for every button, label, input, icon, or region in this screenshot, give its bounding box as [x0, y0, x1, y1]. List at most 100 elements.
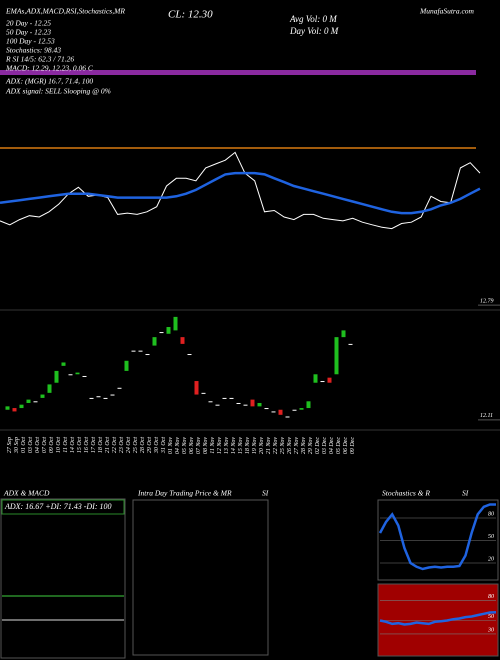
candle [194, 381, 199, 395]
candle [201, 392, 206, 394]
panel-title: Intra Day Trading Price & MR [137, 489, 232, 498]
header-line: MACD: 12.29, 12.23, 0.06 C [5, 64, 94, 73]
x-tick-label: 21 Nov [266, 437, 272, 455]
x-tick-label: 28 Nov [301, 437, 307, 455]
day-vol: Day Vol: 0 M [289, 26, 339, 36]
x-tick-label: 04 Oct [34, 437, 41, 453]
candle [271, 411, 276, 413]
candle [152, 337, 157, 346]
x-tick-label: 20 Nov [259, 437, 265, 455]
candle [47, 384, 52, 393]
candle [243, 404, 248, 406]
x-tick-label: 17 Oct [91, 437, 97, 453]
candle [131, 350, 136, 352]
panel-title: SI [462, 489, 469, 498]
avg-vol: Avg Vol: 0 M [289, 14, 337, 24]
candle [327, 377, 332, 383]
candle [306, 401, 311, 409]
candle [236, 402, 241, 404]
x-tick-label: 13 Nov [224, 437, 230, 455]
header-line: 20 Day - 12.25 [6, 19, 51, 28]
candle [208, 401, 213, 403]
candle [96, 396, 101, 398]
candle [159, 332, 164, 334]
x-tick-label: 05 Nov [182, 437, 188, 455]
x-tick-label: 06 Dec [343, 437, 349, 454]
y-tick-label: 30 [487, 627, 494, 633]
candle [40, 394, 45, 398]
x-tick-label: 15 Oct [77, 437, 83, 453]
x-tick-label: 23 Oct [119, 437, 125, 453]
x-tick-label: 19 Nov [252, 437, 258, 455]
adx-signal: ADX signal: SELL Slooping @ 0% [5, 87, 111, 96]
candle [145, 354, 150, 356]
y-tick-label: 20 [488, 556, 494, 562]
x-tick-label: 14 Nov [230, 437, 237, 455]
candle [250, 399, 255, 407]
x-tick-label: 01 Nov [168, 437, 174, 455]
header-line: Stochastics: 98.43 [6, 46, 61, 55]
candle [33, 401, 38, 403]
adx-box [1, 499, 125, 515]
y-tick-label: 50 [488, 534, 494, 540]
candle [82, 375, 87, 377]
x-tick-label: 03 Oct [28, 437, 34, 453]
x-tick-label: 27 Sep [7, 437, 13, 453]
candle [89, 397, 94, 399]
header-line: R SI 14/5: 62.3 / 71.26 [5, 55, 74, 64]
line [379, 611, 497, 626]
y-tick-label: 50 [488, 614, 494, 620]
band [0, 70, 476, 75]
candle [348, 343, 353, 345]
candle [19, 404, 24, 409]
candle [138, 350, 143, 352]
candle [313, 374, 318, 383]
x-tick-label: 16 Oct [84, 437, 90, 453]
x-tick-label: 07 Nov [196, 437, 202, 455]
y-tick-label: 12.11 [480, 413, 493, 419]
x-tick-label: 22 Nov [273, 437, 279, 455]
x-tick-label: 27 Nov [294, 437, 300, 455]
x-tick-label: 01 Oct [21, 437, 27, 453]
candle [75, 372, 80, 375]
x-tick-label: 04 Nov [174, 437, 181, 455]
x-tick-label: 25 Oct [133, 437, 139, 453]
candle [103, 397, 108, 399]
adx: ADX: (MGR) 16.7, 71.4, 100 [5, 77, 93, 86]
x-tick-label: 09 Dec [350, 437, 356, 454]
candle [285, 416, 290, 418]
x-tick-label: 06 Nov [189, 437, 195, 455]
candle [222, 397, 227, 399]
candle [166, 327, 171, 334]
candle [5, 406, 10, 410]
panel-title: Stochastics & R [382, 489, 430, 498]
candle [61, 362, 66, 366]
rsi-panel [377, 583, 499, 657]
header-line: 100 Day - 12.53 [6, 37, 55, 46]
x-tick-label: 11 Oct [63, 437, 69, 453]
candle [180, 337, 185, 344]
line [0, 171, 481, 215]
y-tick-label: 80 [488, 511, 494, 517]
candle [173, 316, 178, 331]
x-tick-label: 29 Oct [147, 437, 153, 453]
x-tick-label: 04 Dec [328, 437, 335, 454]
x-tick-label: 07 Oct [42, 437, 48, 453]
candle [299, 408, 304, 410]
x-tick-label: 31 Oct [161, 437, 167, 454]
candle [187, 354, 192, 356]
x-tick-label: 12 Nov [217, 437, 223, 455]
x-tick-label: 08 Nov [203, 437, 209, 455]
panel-title: SI [262, 489, 269, 498]
x-tick-label: 18 Nov [245, 437, 251, 455]
candle [124, 360, 129, 371]
x-tick-label: 29 Nov [308, 437, 314, 455]
x-tick-label: 21 Oct [105, 437, 111, 453]
candle [68, 374, 73, 376]
x-tick-label: 05 Dec [336, 437, 342, 454]
header-title: EMAs,ADX,MACD,RSI,Stochastics,MR [5, 7, 125, 16]
line [0, 151, 481, 230]
x-tick-label: 24 Oct [125, 437, 132, 453]
candle [341, 330, 346, 338]
